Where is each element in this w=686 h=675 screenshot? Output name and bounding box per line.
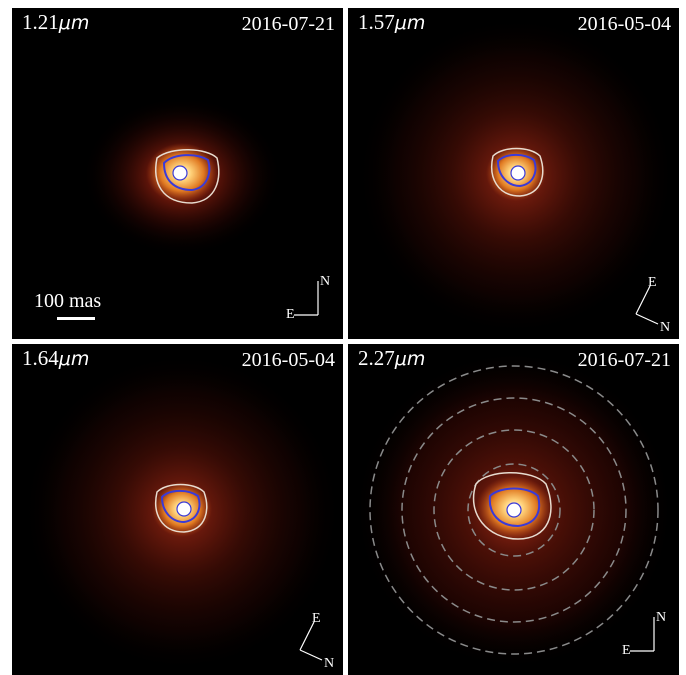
scale-bar	[57, 317, 95, 320]
compass-east-label: E	[648, 275, 657, 290]
image-panel-1-64um: 1.64μm 2016-05-04 E N	[12, 344, 343, 675]
scale-bar-label: 100 mas	[34, 290, 102, 312]
nebula-image	[356, 16, 676, 336]
image-panel-1-57um: 1.57μm 2016-05-04 E N	[348, 8, 679, 339]
wavelength-label: 2.27μm	[358, 346, 426, 370]
compass: E N	[630, 275, 670, 335]
nebula-image	[22, 352, 342, 672]
nebula-image	[82, 96, 282, 256]
dashed-rings	[369, 365, 659, 655]
compass-north-label: N	[324, 656, 334, 671]
observation-date: 2016-07-21	[241, 13, 335, 35]
observation-date: 2016-05-04	[241, 349, 335, 371]
compass: N E	[286, 273, 330, 323]
compass-east-label: E	[622, 643, 631, 658]
wavelength-label: 1.57μm	[358, 10, 426, 34]
compass-east-label: E	[286, 307, 295, 322]
nebula-image	[354, 350, 674, 670]
observation-date: 2016-05-04	[577, 13, 671, 35]
observation-date: 2016-07-21	[577, 349, 671, 371]
compass-north-label: N	[656, 610, 666, 625]
wavelength-label: 1.21μm	[22, 10, 90, 34]
image-panel-2-27um: 2.27μm 2016-07-21 N E	[348, 344, 679, 675]
compass-north-label: N	[660, 320, 670, 335]
compass-east-label: E	[312, 611, 321, 626]
compass: N E	[622, 609, 666, 659]
compass: E N	[294, 611, 334, 671]
compass-north-label: N	[320, 274, 330, 289]
image-panel-1-21um: 1.21μm 2016-07-21 100 mas N E	[12, 8, 343, 339]
wavelength-label: 1.64μm	[22, 346, 90, 370]
